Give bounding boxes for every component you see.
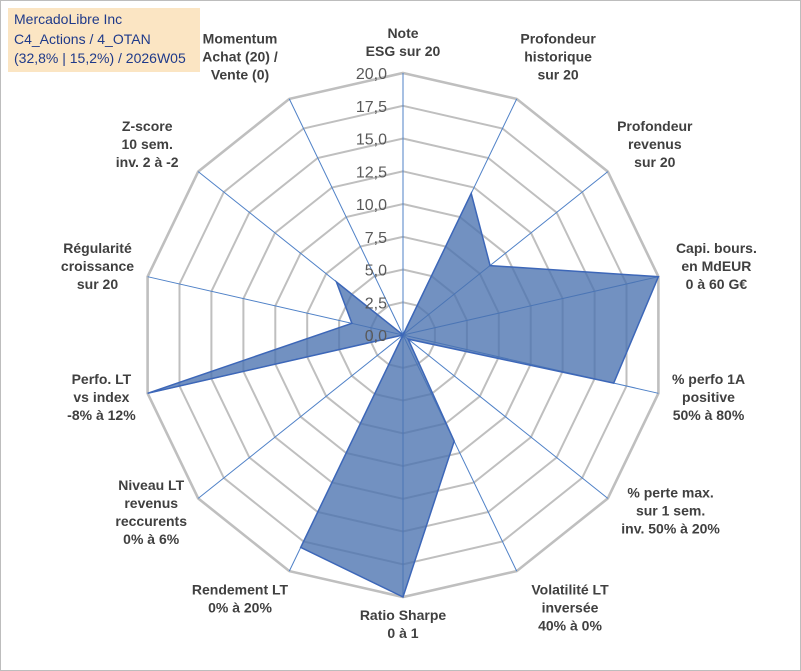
axis-label: Ratio Sharpe 0 à 1 bbox=[360, 607, 447, 641]
axis-label-line: sur 20 bbox=[634, 154, 675, 170]
axis-label-line: Régularité bbox=[63, 240, 132, 256]
axis-label: Profondeur historique sur 20 bbox=[520, 31, 596, 83]
axis-label-line: 0% à 20% bbox=[208, 600, 272, 616]
axis-label-line: Achat (20) / bbox=[202, 49, 278, 65]
info-stats: (32,8% | 15,2%) / 2026W05 bbox=[14, 50, 186, 66]
axis-label-line: Z-score bbox=[122, 118, 173, 134]
axis-label-line: vs index bbox=[73, 389, 129, 405]
axis-label-line: % perte max. bbox=[627, 485, 713, 501]
info-box: MercadoLibre Inc C4_Actions / 4_OTAN (32… bbox=[8, 8, 200, 72]
radial-tick-label: 7,5 bbox=[365, 230, 387, 247]
info-company-name: MercadoLibre Inc bbox=[14, 11, 123, 27]
radial-tick-label: 0,0 bbox=[365, 328, 387, 345]
axis-label-line: Momentum bbox=[203, 31, 278, 47]
axis-label-line: Profondeur bbox=[617, 118, 693, 134]
axis-label: Perfo. LT vs index -8% à 12% bbox=[67, 371, 136, 423]
radial-tick-label: 10,0 bbox=[356, 197, 387, 214]
axis-label-line: Niveau LT bbox=[118, 477, 184, 493]
axis-label-line: sur 1 sem. bbox=[636, 503, 705, 519]
axis-label: Note ESG sur 20 bbox=[366, 25, 441, 59]
radial-tick-labels: 0,0 2,5 5,0 7,5 10,0 12,5 15,0 17,5 20,0 bbox=[356, 66, 387, 345]
axis-label: Z-score 10 sem. inv. 2 à -2 bbox=[116, 118, 179, 170]
radial-tick-label: 2,5 bbox=[365, 295, 387, 312]
radar-series bbox=[147, 191, 660, 599]
axis-label-line: 50% à 80% bbox=[673, 407, 745, 423]
axis-label-line: 40% à 0% bbox=[538, 618, 602, 634]
axis-label-line: Profondeur bbox=[520, 31, 596, 47]
axis-label-line: Note bbox=[387, 25, 418, 41]
axis-label-line: revenus bbox=[124, 495, 178, 511]
axis-label-line: reccurents bbox=[115, 513, 187, 529]
series-area bbox=[147, 191, 660, 599]
axis-label-line: inv. 50% à 20% bbox=[621, 521, 720, 537]
axis-spoke bbox=[402, 334, 609, 499]
axis-label: % perfo 1A positive 50% à 80% bbox=[672, 371, 745, 423]
axis-label-line: Volatilité LT bbox=[531, 582, 609, 598]
axis-label-line: positive bbox=[682, 389, 735, 405]
axis-label-line: sur 20 bbox=[77, 276, 118, 292]
axis-label: Momentum Achat (20) / Vente (0) bbox=[202, 31, 278, 83]
axis-labels: Note ESG sur 20 Profondeur historique sur 20… bbox=[61, 25, 757, 641]
axis-label-line: en MdEUR bbox=[681, 258, 751, 274]
axis-label-line: revenus bbox=[628, 136, 682, 152]
axis-label-line: historique bbox=[524, 49, 592, 65]
axis-label-line: 0 à 60 G€ bbox=[686, 276, 748, 292]
axis-label-line: sur 20 bbox=[537, 67, 578, 83]
axis-label: Rendement LT 0% à 20% bbox=[192, 582, 289, 616]
axis-label-line: 10 sem. bbox=[122, 136, 173, 152]
radial-tick-label: 15,0 bbox=[356, 132, 387, 149]
axis-label: Capi. bours. en MdEUR 0 à 60 G€ bbox=[676, 240, 757, 292]
axis-label-line: ESG sur 20 bbox=[366, 43, 441, 59]
axis-label-line: 0% à 6% bbox=[123, 531, 180, 547]
axis-spoke bbox=[288, 98, 404, 336]
radial-tick-label: 12,5 bbox=[356, 164, 387, 181]
axis-label-line: Perfo. LT bbox=[72, 371, 132, 387]
axis-label: Volatilité LT inversée 40% à 0% bbox=[531, 582, 609, 634]
info-category: C4_Actions / 4_OTAN bbox=[14, 30, 151, 47]
radial-tick-label: 20,0 bbox=[356, 66, 387, 83]
axis-label-line: inversée bbox=[542, 600, 599, 616]
axis-label-line: Ratio Sharpe bbox=[360, 607, 447, 623]
axis-label: Régularité croissance sur 20 bbox=[61, 240, 134, 292]
axis-label-line: -8% à 12% bbox=[67, 407, 136, 423]
axis-label: Niveau LT revenus reccurents 0% à 6% bbox=[115, 477, 187, 547]
axis-label-line: Capi. bours. bbox=[676, 240, 757, 256]
axis-label-line: Vente (0) bbox=[211, 67, 269, 83]
axis-label: % perte max. sur 1 sem. inv. 50% à 20% bbox=[621, 485, 720, 537]
axis-label-line: 0 à 1 bbox=[387, 625, 418, 641]
axis-label-line: inv. 2 à -2 bbox=[116, 154, 179, 170]
axis-label-line: Rendement LT bbox=[192, 582, 289, 598]
axis-spoke bbox=[197, 334, 404, 499]
axis-label-line: % perfo 1A bbox=[672, 371, 745, 387]
radial-tick-label: 17,5 bbox=[356, 99, 387, 116]
radial-tick-label: 5,0 bbox=[365, 263, 387, 280]
axis-label-line: croissance bbox=[61, 258, 134, 274]
axis-label: Profondeur revenus sur 20 bbox=[617, 118, 693, 170]
